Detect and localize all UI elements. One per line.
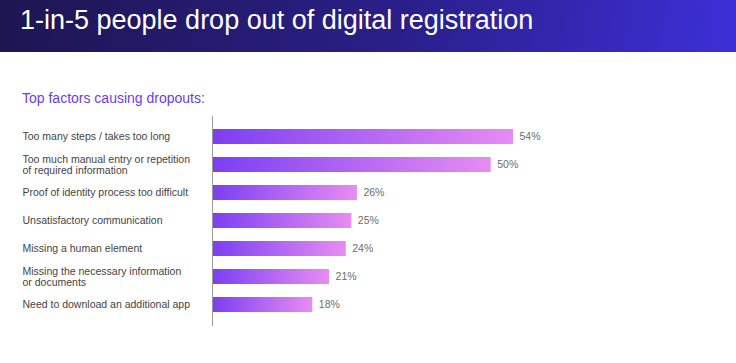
svg-text:Unsatisfactory communication: Unsatisfactory communication (23, 214, 163, 226)
html-text:Top factors causing dropouts:: Top factors causing dropouts: (22, 90, 205, 106)
svg-text:50%: 50% (497, 158, 518, 170)
svg-text:26%: 26% (363, 186, 384, 198)
svg-text:Too many steps / takes too lon: Too many steps / takes too long (23, 130, 171, 142)
svg-text:24%: 24% (352, 242, 373, 254)
svg-text:54%: 54% (520, 130, 541, 142)
svg-text:18%: 18% (319, 298, 340, 310)
svg-text:21%: 21% (336, 270, 357, 282)
svg-text:Missing the necessary informat: Missing the necessary informationor docu… (23, 265, 182, 288)
svg-text:Proof of identity process too: Proof of identity process too difficult (23, 186, 189, 198)
svg-text:Need to download an additional: Need to download an additional app (23, 298, 191, 310)
html-text:1-in-5 people drop out of digi: 1-in-5 people drop out of digital regist… (20, 5, 534, 35)
svg-text:Too much manual entry or repet: Too much manual entry or repetitionof re… (23, 153, 191, 176)
svg-text:Missing a human element: Missing a human element (23, 242, 143, 254)
svg-text:25%: 25% (358, 214, 379, 226)
